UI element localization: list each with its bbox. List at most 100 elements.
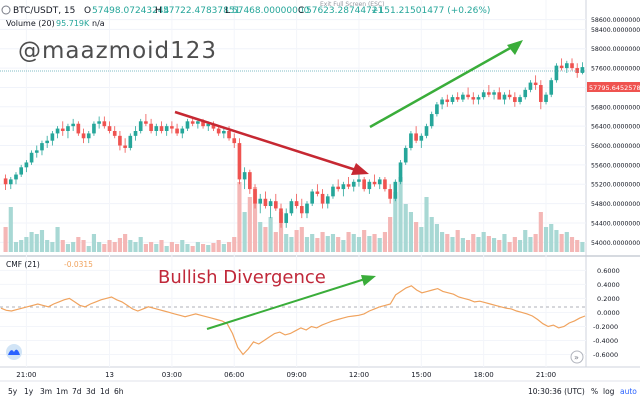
candle-body (222, 131, 226, 134)
volume-bar (247, 197, 252, 252)
candle-body (559, 65, 564, 69)
candle-body (86, 133, 91, 139)
candle-body (196, 121, 200, 124)
volume-bar (372, 234, 377, 252)
scale-button-percent[interactable]: % (591, 387, 598, 396)
candle-body (138, 121, 143, 131)
range-button-1y[interactable]: 1y (24, 387, 34, 396)
collapse-icon[interactable] (1, 5, 11, 15)
volume-bar (507, 242, 512, 252)
range-button-3m[interactable]: 3m (40, 387, 52, 396)
time-axis[interactable]: 21:00 13 03:00 06:00 09:00 12:00 15:00 18:00 21:… (16, 371, 556, 379)
volume-bar (164, 246, 169, 252)
cmf-line (0, 285, 586, 356)
volume-bar (91, 234, 97, 252)
volume-bar (351, 234, 356, 252)
range-button-7d[interactable]: 7d (72, 387, 82, 396)
candle-body (445, 99, 450, 102)
volume-bar (117, 238, 122, 252)
candle-body (507, 94, 512, 98)
time-tick-label: 13 (105, 371, 114, 379)
candle-body (554, 65, 559, 81)
volume-bar (517, 240, 523, 252)
volume-bar (549, 224, 554, 252)
volume-value: 95.719K (56, 19, 90, 28)
candle-body (377, 179, 382, 185)
candle-body (325, 196, 330, 204)
candle-body (310, 191, 315, 204)
volume-bar (45, 240, 50, 252)
volume-bar (382, 232, 388, 252)
scale-button-auto[interactable]: auto (620, 387, 637, 396)
volume-bar (284, 234, 289, 252)
range-button-5y[interactable]: 5y (8, 387, 18, 396)
volume-bar (19, 240, 24, 252)
volume-bar (564, 232, 569, 252)
volume-bar (330, 234, 336, 252)
cmf-tick-label: -0.4000 (593, 337, 618, 345)
volume-bar (60, 240, 65, 252)
candle-body (8, 179, 13, 185)
volume-bar (263, 227, 268, 252)
range-button-3d[interactable]: 3d (86, 387, 96, 396)
candle-body (362, 179, 366, 190)
candle-body (539, 85, 543, 102)
volume-bar (538, 212, 543, 252)
volume-bar (491, 238, 497, 252)
volume-bar (393, 192, 398, 252)
candle-body (66, 126, 70, 131)
price-tick-label: 57600.00000000 (591, 66, 640, 73)
scroll-right-button[interactable]: » (570, 350, 584, 364)
price-tick-label: 55600.00000000 (591, 162, 640, 169)
candle-body (429, 114, 434, 127)
candle-body (476, 97, 481, 100)
volume-bar (377, 238, 382, 252)
volume-bar (65, 244, 71, 252)
chart-header: BTC/USDT, 15 O 57498.07243244 H 57722.47… (1, 1, 490, 28)
volume-bar (434, 224, 439, 252)
volume-bar (34, 234, 39, 252)
cmf-axis[interactable]: 0.6000 0.4000 0.2000 0.0000 -0.2000 -0.4000 -0… (593, 267, 620, 359)
range-button-1d[interactable]: 1d (100, 387, 110, 396)
time-tick-label: 09:00 (287, 371, 307, 379)
candle-body (294, 201, 299, 207)
range-button-6h[interactable]: 6h (114, 387, 124, 396)
utc-clock[interactable]: 10:30:36 (UTC) (528, 387, 585, 396)
cmf-tick-label: -0.2000 (593, 323, 618, 331)
candle-body (123, 145, 127, 148)
volume-bar (50, 242, 55, 252)
tv-logo[interactable] (6, 344, 22, 360)
volume-bar (211, 243, 216, 252)
candle-body (258, 198, 263, 204)
volume-na: n/a (92, 19, 105, 28)
symbol-label[interactable]: BTC/USDT, 15 (13, 6, 75, 16)
candle-body (487, 92, 491, 95)
price-tick-label: 56800.00000000 (591, 104, 640, 111)
volume-label[interactable]: Volume (20) (6, 19, 55, 28)
volume-bar (268, 217, 273, 252)
ohlc-close: 57623.28744721 (306, 6, 383, 16)
cmf-label[interactable]: CMF (21) (6, 260, 40, 269)
volume-bar (388, 217, 393, 252)
volume-bar (476, 237, 481, 252)
candles (3, 58, 585, 228)
range-button-1m[interactable]: 1m (56, 387, 68, 396)
volume-bar (112, 242, 117, 252)
exit-fullscreen-hint[interactable]: Exit Full Screen (ESC) (320, 1, 384, 8)
volume-bar (206, 245, 211, 252)
volume-bar (289, 237, 294, 252)
ohlc-l-label: L (225, 6, 230, 16)
scale-button-log[interactable]: log (603, 387, 615, 396)
volume-bar (481, 232, 486, 252)
current-price-badge: 57795.64525781 (587, 82, 640, 92)
cmf-tick-label: 0.2000 (597, 295, 620, 303)
volume-bar (55, 227, 60, 252)
ohlc-low: 57468.00000000 (232, 6, 310, 16)
volume-bar (71, 242, 76, 252)
candle-body (112, 131, 117, 136)
volume-bar (180, 240, 185, 252)
volume-bar (543, 227, 549, 252)
cmf-tick-label: 0.0000 (597, 309, 620, 317)
candle-body (40, 143, 44, 151)
